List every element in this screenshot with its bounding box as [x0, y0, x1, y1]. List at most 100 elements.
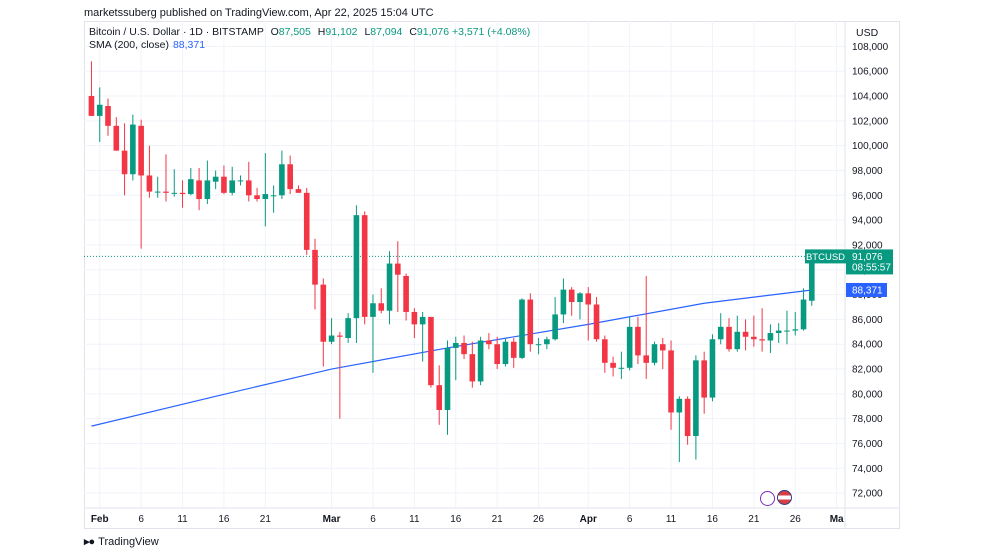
y-tick-label: 86,000 — [852, 315, 883, 326]
candle-body — [411, 311, 418, 325]
candle-body — [154, 191, 161, 193]
candle-body — [146, 175, 153, 192]
candle-body — [328, 335, 335, 342]
y-tick-label: 92,000 — [852, 240, 883, 251]
candle-body — [767, 333, 774, 341]
symbol-tag-bg — [805, 249, 846, 264]
high-value: 91,102 — [325, 26, 358, 38]
x-tick-label: Apr — [580, 514, 597, 525]
candle-body — [461, 342, 467, 355]
candle-body — [370, 303, 376, 317]
last-price-tag-bg — [846, 249, 893, 275]
candle-body — [196, 180, 202, 200]
candle-body — [469, 354, 476, 382]
candle-body — [552, 314, 558, 340]
candle-body — [668, 350, 674, 413]
candle-body — [519, 299, 525, 358]
candle-body — [651, 344, 658, 363]
candle-body — [486, 340, 492, 345]
candle-body — [113, 125, 120, 151]
candle-body — [88, 96, 95, 116]
candle-body — [742, 331, 749, 337]
candle-body — [635, 326, 641, 356]
candle-body — [378, 303, 385, 311]
y-tick-label: 102,000 — [852, 116, 889, 127]
chart-legend: Bitcoin / U.S. Dollar · 1D · BITSTAMP O8… — [89, 26, 530, 52]
open-value: 87,505 — [278, 26, 311, 38]
candle-body — [693, 360, 699, 437]
y-tick-label: 104,000 — [852, 92, 889, 103]
y-tick-label: 94,000 — [852, 216, 883, 227]
symbol-tag: BTCUSD — [806, 252, 845, 263]
candle-body — [237, 180, 244, 182]
candle-body — [494, 344, 500, 365]
tradingview-footer[interactable]: ▸● TradingView — [84, 535, 159, 549]
x-tick-label: Feb — [91, 514, 109, 525]
x-tick-label: 21 — [748, 514, 760, 525]
x-tick-label: 6 — [138, 514, 144, 525]
candle-body — [560, 289, 567, 315]
sma-value: 88,371 — [172, 39, 206, 51]
publish-info: marketssuberg published on TradingView.c… — [84, 7, 434, 19]
candle-body — [303, 192, 310, 250]
candle-body — [527, 299, 534, 345]
y-tick-label: 82,000 — [852, 365, 883, 376]
candle-body — [270, 195, 277, 197]
candle-body — [610, 362, 616, 368]
sma-label: SMA (200, close) — [89, 39, 169, 51]
currency-label[interactable]: USD — [856, 27, 879, 39]
candle-body — [386, 263, 393, 311]
candle-body — [138, 125, 144, 176]
candle-body — [312, 249, 318, 285]
candle-body — [395, 263, 401, 275]
y-tick-label: 80,000 — [852, 389, 883, 400]
candle-body — [618, 367, 625, 369]
candle-body — [353, 215, 360, 319]
y-tick-label: 106,000 — [852, 67, 889, 78]
candle-body — [684, 398, 691, 437]
candle-body — [510, 341, 517, 358]
candle-body — [792, 329, 799, 331]
y-tick-label: 78,000 — [852, 414, 883, 425]
candle-body — [130, 124, 136, 175]
candle-body — [212, 176, 219, 182]
us-flag-event-icon[interactable] — [777, 490, 792, 505]
x-tick-label: 11 — [666, 514, 677, 525]
x-tick-label: 11 — [409, 514, 420, 525]
candle-body — [287, 164, 293, 190]
x-tick-label: 16 — [707, 514, 719, 525]
y-tick-label: 74,000 — [852, 464, 883, 475]
y-tick-label: 76,000 — [852, 439, 883, 450]
chart-frame[interactable] — [84, 21, 900, 529]
candle-body — [403, 275, 409, 312]
x-tick-label: 11 — [177, 514, 188, 525]
candle-body — [229, 180, 236, 193]
x-tick-label: 16 — [218, 514, 230, 525]
lightning-event-icon[interactable] — [760, 491, 775, 506]
candle-body — [477, 340, 484, 382]
x-tick-label: Ma — [830, 514, 844, 525]
candle-body — [784, 330, 790, 332]
candle-body — [436, 385, 443, 410]
countdown-value: 08:55:57 — [852, 262, 891, 273]
candle-body — [502, 341, 509, 365]
candle-body — [105, 105, 111, 126]
candle-body — [734, 331, 741, 350]
close-value: 91,076 — [416, 26, 450, 38]
candle-body — [204, 180, 211, 200]
x-tick-label: 6 — [370, 514, 376, 525]
candle-body — [585, 293, 592, 305]
candle-body — [188, 179, 194, 195]
candle-body — [452, 342, 459, 348]
close-label: C — [409, 26, 417, 38]
candle-body — [568, 289, 575, 303]
y-tick-label: 100,000 — [852, 141, 889, 152]
last-price-value: 91,076 — [852, 252, 883, 263]
x-tick-label: 16 — [450, 514, 462, 525]
ohlc-row: Bitcoin / U.S. Dollar · 1D · BITSTAMP O8… — [89, 26, 530, 39]
candle-body — [544, 339, 550, 345]
candle-body — [535, 344, 542, 346]
candle-body — [221, 176, 227, 193]
low-label: L — [364, 26, 371, 38]
